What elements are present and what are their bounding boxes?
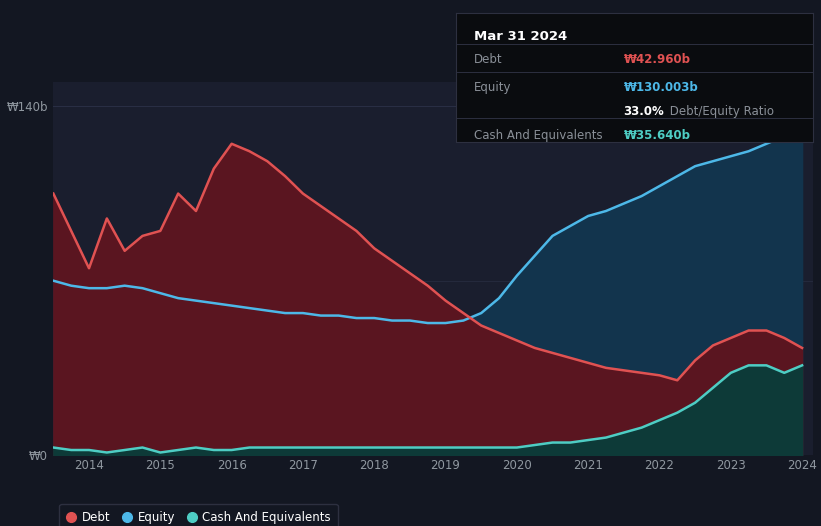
Text: Mar 31 2024: Mar 31 2024 <box>474 30 566 43</box>
Text: Debt: Debt <box>474 53 502 66</box>
Text: Debt/Equity Ratio: Debt/Equity Ratio <box>667 105 774 118</box>
Text: ₩130.003b: ₩130.003b <box>623 82 698 95</box>
Text: ₩42.960b: ₩42.960b <box>623 53 690 66</box>
Text: Cash And Equivalents: Cash And Equivalents <box>474 129 602 142</box>
Text: ₩35.640b: ₩35.640b <box>623 129 690 142</box>
Text: Equity: Equity <box>474 82 511 95</box>
Legend: Debt, Equity, Cash And Equivalents: Debt, Equity, Cash And Equivalents <box>59 504 337 526</box>
Text: 33.0%: 33.0% <box>623 105 664 118</box>
